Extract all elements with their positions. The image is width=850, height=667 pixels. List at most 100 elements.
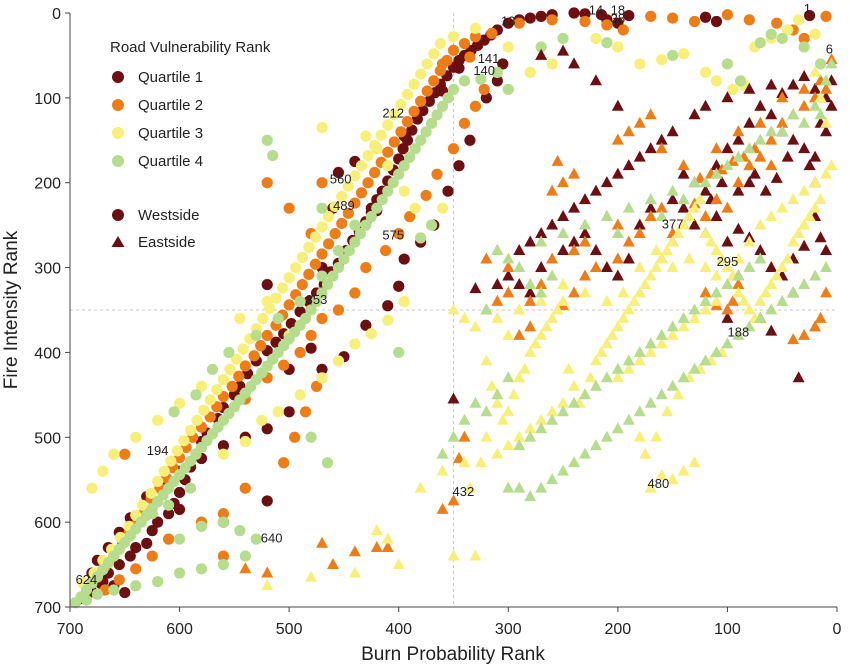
point-quartile-1-eastside bbox=[589, 184, 602, 196]
point-quartile-1-eastside bbox=[721, 235, 734, 247]
point-quartile-3-westside bbox=[184, 424, 197, 437]
point-annotation: 432 bbox=[453, 484, 475, 499]
point-quartile-4-westside bbox=[354, 228, 366, 240]
point-quartile-3-eastside bbox=[480, 430, 493, 442]
point-quartile-1-eastside bbox=[644, 201, 657, 213]
point-quartile-2-eastside bbox=[655, 201, 668, 213]
point-annotation: 560 bbox=[330, 172, 352, 187]
legend-marker-quartile-2 bbox=[112, 99, 124, 111]
point-quartile-2-westside bbox=[415, 95, 427, 107]
point-quartile-4-eastside bbox=[633, 345, 646, 357]
point-quartile-4-westside bbox=[91, 588, 103, 600]
point-quartile-2-eastside bbox=[655, 142, 668, 154]
point-quartile-2-westside bbox=[369, 166, 381, 179]
point-quartile-3-westside bbox=[336, 190, 348, 202]
point-quartile-1-eastside bbox=[622, 252, 635, 264]
point-quartile-1-eastside bbox=[447, 392, 460, 404]
point-quartile-1-westside bbox=[124, 550, 136, 562]
point-quartile-2-westside bbox=[349, 197, 361, 209]
point-quartile-2-eastside bbox=[568, 244, 581, 255]
point-quartile-4-eastside bbox=[798, 277, 811, 289]
point-quartile-3-eastside bbox=[683, 210, 696, 222]
point-quartile-2-westside bbox=[283, 299, 295, 311]
point-quartile-2-eastside bbox=[261, 566, 274, 578]
point-quartile-4-westside bbox=[168, 406, 180, 418]
point-quartile-3-eastside bbox=[798, 184, 811, 196]
point-quartile-3-eastside bbox=[458, 456, 471, 468]
point-quartile-1-westside bbox=[261, 278, 273, 291]
point-quartile-2-westside bbox=[278, 457, 290, 469]
point-quartile-4-eastside bbox=[600, 430, 613, 442]
point-quartile-1-eastside bbox=[743, 82, 756, 94]
point-quartile-3-eastside bbox=[458, 311, 471, 323]
point-quartile-4-eastside bbox=[524, 490, 537, 502]
point-quartile-3-eastside bbox=[496, 413, 509, 425]
point-quartile-3-westside bbox=[332, 355, 345, 367]
y-tick-label: 500 bbox=[34, 430, 61, 447]
point-quartile-4-westside bbox=[765, 28, 777, 40]
point-quartile-4-westside bbox=[321, 457, 334, 469]
point-quartile-4-westside bbox=[371, 202, 383, 214]
point-quartile-1-eastside bbox=[721, 142, 734, 154]
point-quartile-3-westside bbox=[355, 160, 368, 172]
point-quartile-2-westside bbox=[428, 75, 440, 87]
point-quartile-3-westside bbox=[136, 499, 148, 511]
point-quartile-3-westside bbox=[710, 75, 723, 87]
point-quartile-4-eastside bbox=[699, 294, 712, 306]
point-quartile-4-eastside bbox=[820, 74, 833, 86]
point-quartile-1-eastside bbox=[568, 201, 581, 213]
point-quartile-3-eastside bbox=[513, 303, 526, 315]
point-quartile-3-eastside bbox=[704, 235, 717, 247]
point-quartile-4-eastside bbox=[557, 227, 570, 239]
point-quartile-1-eastside bbox=[699, 184, 712, 196]
point-quartile-3-eastside bbox=[677, 320, 690, 332]
point-quartile-1-eastside bbox=[759, 184, 772, 196]
point-quartile-3-eastside bbox=[798, 218, 811, 230]
point-quartile-2-eastside bbox=[710, 193, 723, 205]
point-quartile-2-westside bbox=[310, 380, 323, 392]
point-quartile-1-eastside bbox=[732, 184, 745, 196]
point-quartile-4-eastside bbox=[546, 413, 559, 425]
point-quartile-1-westside bbox=[480, 92, 492, 104]
y-tick-label: 100 bbox=[34, 91, 61, 108]
point-annotation: 489 bbox=[333, 198, 355, 213]
point-quartile-3-eastside bbox=[557, 294, 570, 306]
point-quartile-4-eastside bbox=[754, 311, 767, 323]
point-quartile-3-westside bbox=[152, 475, 164, 488]
point-quartile-3-eastside bbox=[502, 405, 515, 417]
legend-marker-quartile-1 bbox=[112, 71, 124, 83]
point-quartile-3-westside bbox=[546, 58, 558, 70]
point-quartile-4-eastside bbox=[677, 193, 690, 205]
point-quartile-1-eastside bbox=[765, 260, 778, 272]
point-quartile-3-eastside bbox=[562, 362, 575, 374]
point-quartile-3-westside bbox=[145, 487, 157, 499]
point-quartile-4-eastside bbox=[546, 269, 559, 281]
point-quartile-2-eastside bbox=[633, 227, 646, 239]
point-quartile-1-westside bbox=[173, 486, 186, 499]
point-quartile-3-westside bbox=[382, 314, 394, 326]
point-quartile-1-eastside bbox=[557, 44, 570, 56]
point-quartile-3-eastside bbox=[650, 430, 663, 442]
point-quartile-3-eastside bbox=[633, 354, 646, 366]
point-quartile-4-westside bbox=[393, 346, 405, 359]
point-quartile-4-eastside bbox=[666, 379, 679, 391]
point-quartile-2-eastside bbox=[524, 320, 537, 332]
point-quartile-4-westside bbox=[239, 550, 251, 562]
point-quartile-4-westside bbox=[310, 295, 323, 308]
point-quartile-1-eastside bbox=[666, 193, 679, 205]
point-quartile-4-westside bbox=[491, 66, 503, 78]
point-quartile-3-westside bbox=[108, 448, 120, 460]
point-quartile-1-westside bbox=[804, 9, 816, 22]
point-quartile-1-eastside bbox=[688, 218, 701, 230]
point-quartile-1-westside bbox=[382, 300, 394, 312]
point-quartile-4-westside bbox=[420, 126, 432, 138]
point-quartile-4-westside bbox=[475, 73, 487, 85]
point-quartile-2-westside bbox=[513, 17, 525, 29]
point-quartile-2-westside bbox=[248, 350, 260, 362]
point-quartile-3-westside bbox=[290, 261, 302, 274]
point-quartile-3-eastside bbox=[529, 337, 542, 349]
point-quartile-1-westside bbox=[119, 586, 131, 599]
point-quartile-3-eastside bbox=[825, 159, 838, 171]
point-quartile-4-eastside bbox=[546, 473, 559, 485]
point-quartile-3-eastside bbox=[644, 481, 657, 493]
